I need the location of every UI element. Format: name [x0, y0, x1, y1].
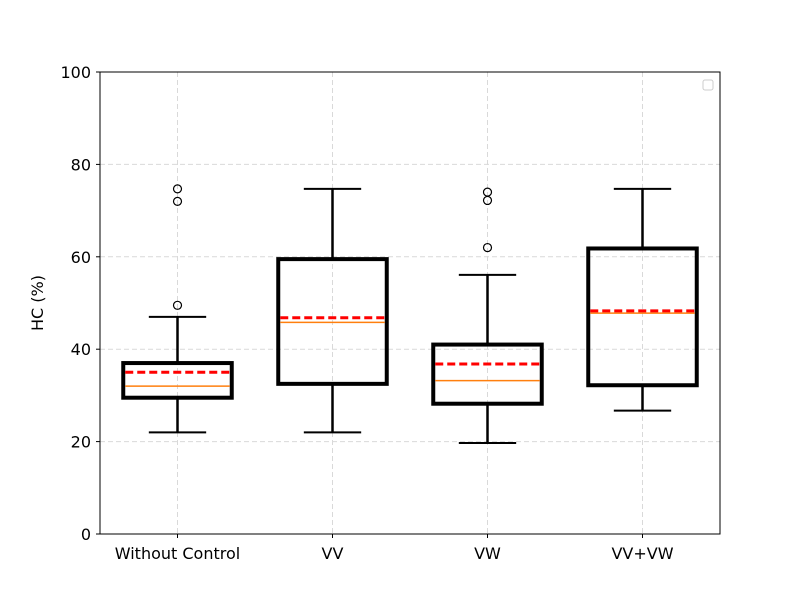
box-group: [276, 187, 389, 434]
x-tick-label: VW: [474, 544, 501, 563]
y-tick-label: 80: [71, 155, 91, 174]
box-iqr: [431, 342, 544, 406]
y-axis-label: HC (%): [28, 275, 47, 331]
box-group: [586, 187, 699, 412]
box-group: [121, 184, 234, 434]
outlier-point: [172, 184, 183, 194]
y-tick-label: 60: [71, 248, 91, 267]
box-group: [431, 187, 544, 444]
plot-frame: [99, 71, 721, 535]
x-tick-label: VV: [322, 544, 344, 563]
box-iqr: [121, 361, 234, 400]
y-tick-label: 20: [71, 433, 91, 452]
outlier-point: [172, 196, 183, 206]
box-series: [121, 184, 699, 444]
box-iqr: [586, 246, 699, 388]
y-tick-label: 100: [60, 63, 91, 82]
outlier-point: [172, 300, 183, 310]
x-tick-label: VV+VW: [611, 544, 673, 563]
y-tick-label: 0: [81, 525, 91, 544]
x-tick-label: Without Control: [115, 544, 240, 563]
x-axis-ticks: Without Control VV VW VV+VW: [115, 534, 674, 563]
outlier-point: [482, 187, 493, 197]
box-iqr: [276, 257, 389, 386]
grid-lines: [100, 72, 720, 534]
y-tick-label: 40: [71, 340, 91, 359]
y-axis-ticks: 0 20 40 60 80 100: [60, 63, 100, 544]
legend-box: [702, 79, 714, 91]
outlier-point: [482, 242, 493, 253]
